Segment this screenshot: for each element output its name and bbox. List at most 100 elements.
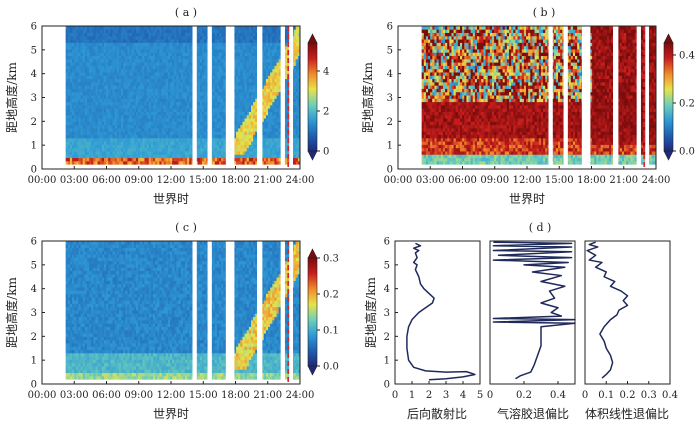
heatmap-cell	[86, 45, 90, 50]
heatmap-cell	[242, 68, 246, 73]
heatmap-cell	[253, 35, 256, 40]
heatmap-cell	[263, 147, 267, 152]
x-tick-label: 15:00	[189, 175, 218, 186]
heatmap-cell	[121, 121, 124, 126]
heatmap-cell	[195, 78, 199, 83]
heatmap-cell	[65, 58, 69, 63]
heatmap-cell	[170, 157, 173, 162]
heatmap-cell	[195, 114, 199, 119]
heatmap-cell	[165, 144, 169, 149]
heatmap-cell	[223, 118, 226, 122]
heatmap-cell	[204, 32, 207, 37]
heatmap-cell	[244, 95, 248, 99]
heatmap-cell	[197, 111, 201, 116]
heatmap-cell	[184, 137, 188, 142]
heatmap-cell	[176, 75, 179, 80]
heatmap-cell	[65, 45, 69, 50]
heatmap-cell	[157, 104, 160, 109]
heatmap-cell	[101, 52, 105, 57]
heatmap-cell	[165, 78, 169, 83]
heatmap-cell	[233, 68, 237, 73]
heatmap-cell	[197, 68, 201, 73]
heatmap-cell	[246, 137, 250, 142]
heatmap-cell	[206, 108, 209, 112]
heatmap-cell	[244, 39, 248, 43]
heatmap-cell	[157, 88, 160, 93]
heatmap-cell	[172, 32, 175, 37]
heatmap-cell	[189, 58, 192, 63]
heatmap-cell	[91, 128, 94, 132]
heatmap-cell	[114, 42, 118, 47]
heatmap-cell	[157, 108, 160, 112]
heatmap-cell	[72, 144, 75, 149]
heatmap-cell	[189, 29, 192, 33]
heatmap-cell	[248, 147, 252, 152]
heatmap-cell	[99, 95, 103, 99]
heatmap-cell	[174, 32, 177, 37]
heatmap-cell	[123, 78, 126, 83]
heatmap-cell	[135, 147, 139, 152]
heatmap-cell	[251, 114, 254, 119]
heatmap-cell	[178, 118, 182, 122]
heatmap-cell	[199, 45, 203, 50]
heatmap-cell	[233, 62, 237, 66]
heatmap-cell	[101, 91, 105, 96]
heatmap-cell	[129, 55, 133, 60]
heatmap-cell	[140, 62, 143, 66]
heatmap-cell	[86, 141, 90, 145]
heatmap-cell	[214, 91, 218, 96]
heatmap-cell	[265, 144, 269, 149]
heatmap-cell	[165, 151, 169, 155]
heatmap-cell	[121, 141, 124, 145]
heatmap-cell	[236, 49, 239, 53]
heatmap-cell	[263, 137, 267, 142]
heatmap-cell	[251, 26, 254, 30]
heatmap-cell	[178, 35, 182, 40]
heatmap-cell	[80, 144, 84, 149]
heatmap-cell	[108, 85, 111, 89]
heatmap-cell	[138, 157, 141, 162]
heatmap-cell	[106, 154, 109, 159]
heatmap-cell	[129, 78, 133, 83]
heatmap-cell	[219, 118, 222, 122]
heatmap-cell	[76, 45, 79, 50]
heatmap-cell	[116, 124, 120, 129]
heatmap-cell	[265, 128, 269, 132]
heatmap-cell	[240, 39, 243, 43]
heatmap-cell	[199, 118, 203, 122]
heatmap-cell	[255, 114, 258, 119]
heatmap-cell	[195, 81, 199, 86]
heatmap-cell	[159, 108, 162, 112]
heatmap-cell	[84, 35, 88, 40]
heatmap-cell	[114, 95, 118, 99]
heatmap-cell	[157, 72, 160, 76]
heatmap-cell	[242, 72, 246, 76]
heatmap-cell	[199, 26, 203, 30]
heatmap-cell	[248, 29, 252, 33]
heatmap-cell	[178, 141, 182, 145]
heatmap-cell	[99, 131, 103, 136]
heatmap-cell	[123, 26, 126, 30]
heatmap-cell	[261, 141, 265, 145]
heatmap-cell	[97, 141, 101, 145]
heatmap-cell	[184, 58, 188, 63]
heatmap-cell	[106, 42, 109, 47]
heatmap-cell	[221, 118, 224, 122]
heatmap-cell	[127, 128, 130, 132]
heatmap-cell	[242, 121, 246, 126]
heatmap-cell	[251, 121, 254, 126]
heatmap-cell	[199, 29, 203, 33]
heatmap-cell	[127, 151, 130, 155]
heatmap-cell	[251, 32, 254, 37]
heatmap-cell	[240, 49, 243, 53]
heatmap-cell	[238, 85, 241, 89]
heatmap-cell	[86, 128, 90, 132]
heatmap-cell	[129, 141, 133, 145]
heatmap-cell	[110, 95, 113, 99]
heatmap-cell	[248, 114, 252, 119]
heatmap-cell	[69, 114, 73, 119]
heatmap-cell	[148, 101, 152, 106]
heatmap-cell	[95, 98, 99, 103]
heatmap-cell	[138, 98, 141, 103]
